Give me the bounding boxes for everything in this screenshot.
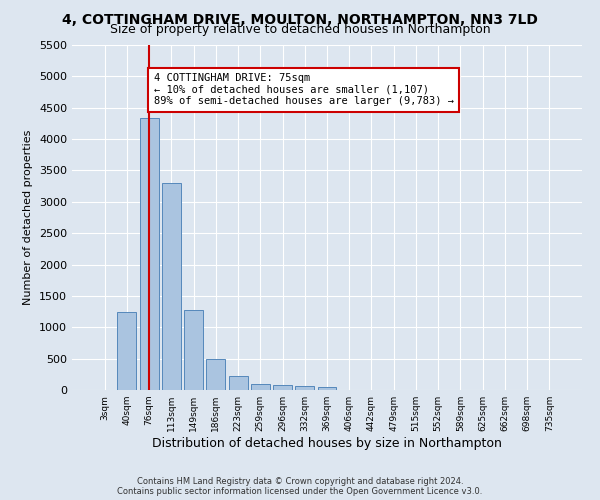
Bar <box>295 386 314 390</box>
Bar <box>229 376 248 390</box>
Y-axis label: Number of detached properties: Number of detached properties <box>23 130 34 305</box>
Bar <box>273 384 292 390</box>
Text: Contains HM Land Registry data © Crown copyright and database right 2024.
Contai: Contains HM Land Registry data © Crown c… <box>118 476 482 496</box>
Text: 4, COTTINGHAM DRIVE, MOULTON, NORTHAMPTON, NN3 7LD: 4, COTTINGHAM DRIVE, MOULTON, NORTHAMPTO… <box>62 12 538 26</box>
Bar <box>206 360 225 390</box>
Bar <box>162 183 181 390</box>
Bar <box>251 384 270 390</box>
Text: 4 COTTINGHAM DRIVE: 75sqm
← 10% of detached houses are smaller (1,107)
89% of se: 4 COTTINGHAM DRIVE: 75sqm ← 10% of detac… <box>154 73 454 106</box>
Text: Size of property relative to detached houses in Northampton: Size of property relative to detached ho… <box>110 22 490 36</box>
Bar <box>184 310 203 390</box>
Bar <box>140 118 158 390</box>
Bar <box>317 386 337 390</box>
Bar <box>118 312 136 390</box>
X-axis label: Distribution of detached houses by size in Northampton: Distribution of detached houses by size … <box>152 437 502 450</box>
